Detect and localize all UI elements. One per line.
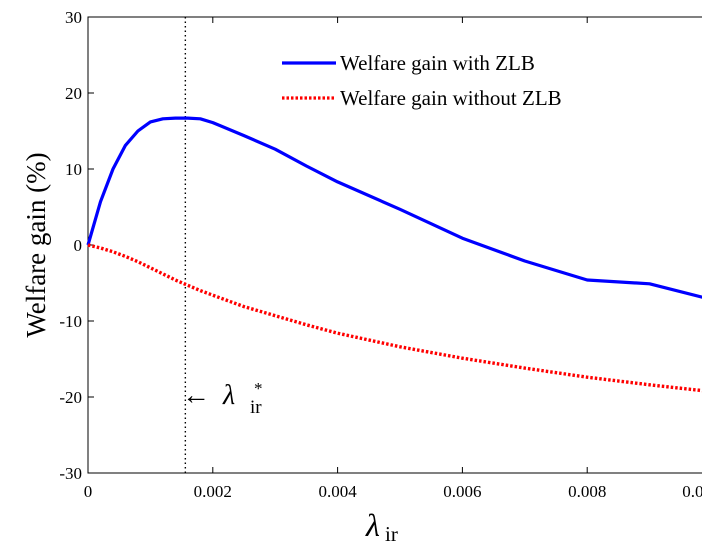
x-axis-label-subscript: ir bbox=[385, 522, 398, 546]
x-tick-label: 0.006 bbox=[443, 482, 481, 501]
x-tick-label: 0.004 bbox=[318, 482, 357, 501]
optimal-lambda-annotation: ← λ * ir bbox=[182, 379, 263, 418]
x-axis-ticks: 0 0.002 0.004 0.006 0.008 0.01 bbox=[84, 17, 702, 501]
y-tick-label: 10 bbox=[65, 160, 82, 179]
annotation-lambda: λ bbox=[222, 380, 235, 411]
legend: Welfare gain with ZLB Welfare gain witho… bbox=[282, 51, 562, 110]
x-tick-label: 0.008 bbox=[568, 482, 606, 501]
y-axis-label: Welfare gain (%) bbox=[21, 152, 51, 337]
series-line-with-zlb bbox=[86, 116, 702, 299]
x-axis-title: λ ir bbox=[365, 507, 398, 546]
legend-label-with-zlb: Welfare gain with ZLB bbox=[340, 51, 535, 75]
y-tick-label: 30 bbox=[65, 8, 82, 27]
legend-label-without-zlb: Welfare gain without ZLB bbox=[340, 86, 562, 110]
y-tick-label: -30 bbox=[59, 464, 82, 483]
annotation-superscript: * bbox=[254, 379, 263, 398]
y-tick-label: -20 bbox=[59, 388, 82, 407]
x-tick-label: 0.002 bbox=[194, 482, 232, 501]
x-tick-label: 0 bbox=[84, 482, 93, 501]
series-layer bbox=[86, 116, 702, 393]
y-tick-label: 20 bbox=[65, 84, 82, 103]
annotation-subscript: ir bbox=[250, 397, 262, 418]
svg-text:← λ: ← λ bbox=[182, 380, 235, 411]
x-tick-label: 0.01 bbox=[682, 482, 702, 501]
y-tick-label: -10 bbox=[59, 312, 82, 331]
y-tick-label: 0 bbox=[74, 236, 83, 255]
y-axis-ticks: -30 -20 -10 0 10 20 30 bbox=[59, 8, 94, 483]
annotation-arrow: ← bbox=[182, 380, 210, 411]
x-axis-label: λ bbox=[365, 507, 380, 543]
